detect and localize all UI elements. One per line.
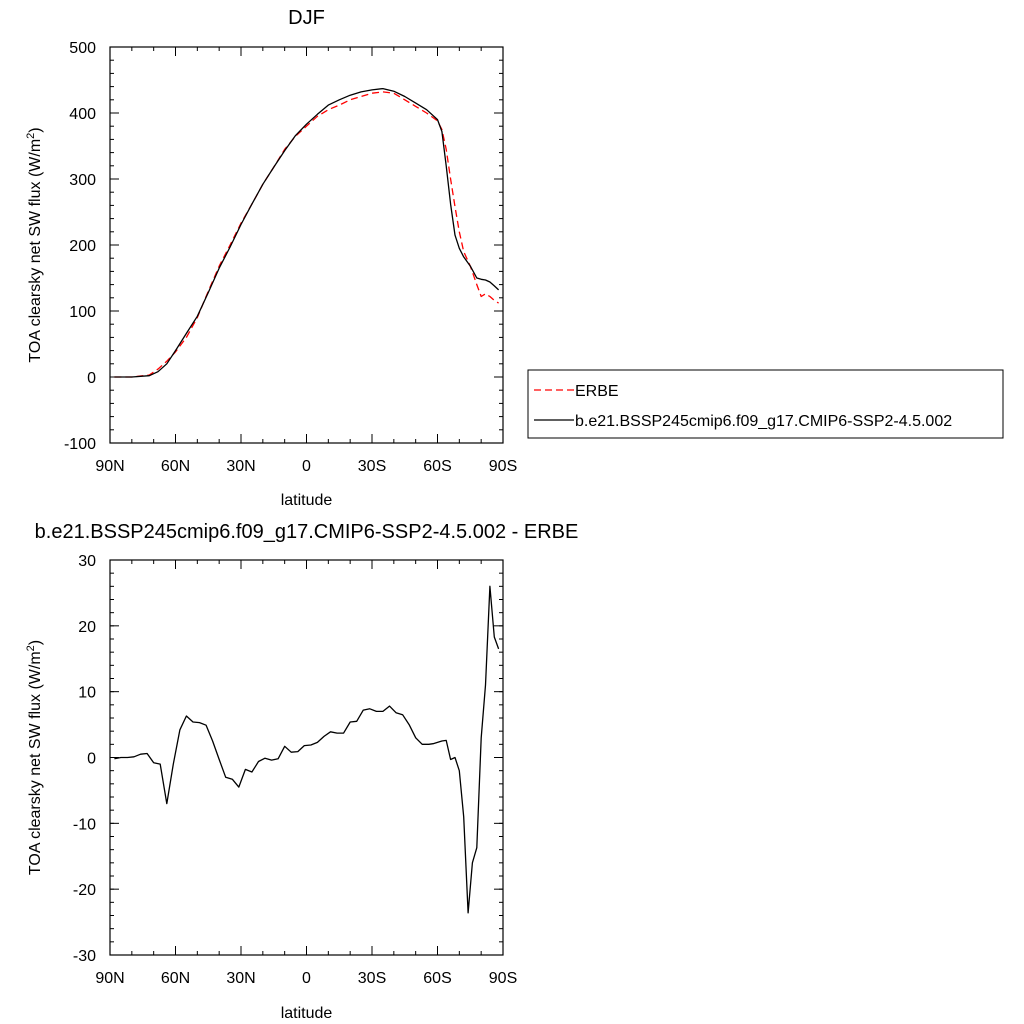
y-tick-label: -30 bbox=[73, 948, 96, 965]
x-tick-label: 30S bbox=[358, 970, 386, 987]
x-tick-label: 60N bbox=[161, 458, 190, 475]
x-axis-label: latitude bbox=[281, 1005, 333, 1022]
plot-frame bbox=[109, 46, 504, 444]
series-line-1 bbox=[114, 91, 499, 378]
series-line-1 bbox=[114, 585, 500, 914]
x-tick-label: 90S bbox=[489, 970, 517, 987]
y-axis-label: TOA clearsky net SW flux (W/m2) bbox=[25, 127, 44, 362]
y-tick-label: 400 bbox=[69, 106, 96, 123]
plot-frame bbox=[109, 559, 504, 956]
y-tick-label: -10 bbox=[73, 816, 96, 833]
x-axis-label: latitude bbox=[281, 492, 333, 509]
chart-title: DJF bbox=[288, 7, 325, 29]
y-tick-label: 10 bbox=[78, 685, 96, 702]
x-tick-label: 90N bbox=[95, 970, 124, 987]
x-tick-label: 30N bbox=[226, 970, 255, 987]
y-tick-label: -100 bbox=[64, 436, 96, 453]
x-tick-label: 60S bbox=[423, 970, 451, 987]
x-tick-label: 60N bbox=[161, 970, 190, 987]
legend-entry: b.e21.BSSP245cmip6.f09_g17.CMIP6-SSP2-4.… bbox=[575, 413, 952, 430]
plot-2: b.e21.BSSP245cmip6.f09_g17.CMIP6-SSP2-4.… bbox=[25, 521, 578, 1022]
legend-box bbox=[527, 369, 1004, 439]
x-tick-label: 90N bbox=[95, 458, 124, 475]
y-tick-label: 300 bbox=[69, 172, 96, 189]
x-tick-label: 0 bbox=[302, 970, 311, 987]
y-tick-label: 30 bbox=[78, 553, 96, 570]
y-tick-label: 100 bbox=[69, 304, 96, 321]
x-tick-label: 30N bbox=[226, 458, 255, 475]
y-tick-label: 500 bbox=[69, 40, 96, 57]
y-axis-label: TOA clearsky net SW flux (W/m2) bbox=[25, 640, 44, 875]
legend-entry: ERBE bbox=[575, 383, 619, 400]
legend: ERBE b.e21.BSSP245cmip6.f09_g17.CMIP6-SSP… bbox=[527, 369, 1004, 439]
y-tick-label: 0 bbox=[87, 370, 96, 387]
chart-title: b.e21.BSSP245cmip6.f09_g17.CMIP6-SSP2-4.… bbox=[35, 521, 579, 543]
y-tick-label: 0 bbox=[87, 751, 96, 768]
series-line-2 bbox=[114, 87, 500, 378]
x-tick-label: 30S bbox=[358, 458, 386, 475]
x-tick-label: 0 bbox=[302, 458, 311, 475]
x-tick-label: 60S bbox=[423, 458, 451, 475]
y-tick-label: -20 bbox=[73, 882, 96, 899]
y-tick-label: 20 bbox=[78, 619, 96, 636]
plot-1: DJF 90N 60N 30N 0 30S 60S 90S -100 0 100 200 300 400 5… bbox=[25, 7, 1004, 509]
x-tick-label: 90S bbox=[489, 458, 517, 475]
y-tick-label: 200 bbox=[69, 238, 96, 255]
